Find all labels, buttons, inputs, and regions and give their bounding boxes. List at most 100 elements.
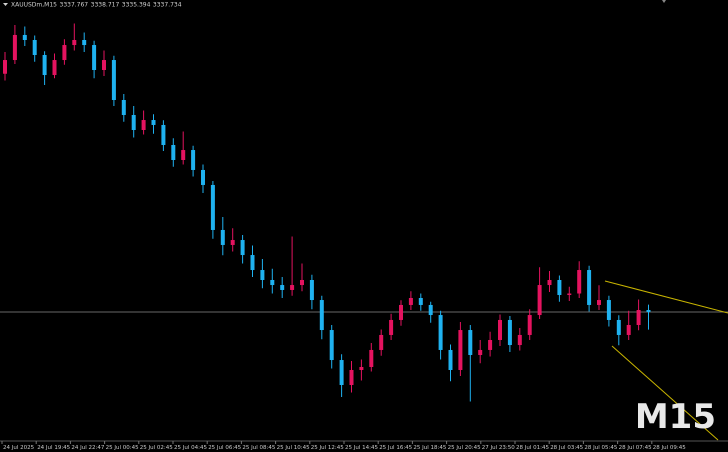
x-tick-label: 25 Jul 08:45 [242, 445, 275, 451]
menu-icon[interactable] [3, 3, 8, 6]
candle-body [42, 55, 47, 76]
candle-body [319, 300, 324, 331]
x-tick-label: 25 Jul 04:45 [174, 445, 207, 451]
candle-body [527, 315, 532, 335]
x-tick-label: 24 Jul 22:47 [71, 445, 104, 451]
x-tick-label: 25 Jul 16:45 [379, 445, 412, 451]
candle-body [517, 334, 522, 346]
candle-body [616, 319, 621, 335]
trendline [604, 280, 728, 314]
candle-body [280, 285, 285, 290]
candle-body [309, 280, 314, 301]
candle-body [121, 100, 126, 115]
candle-body [191, 150, 196, 170]
candle-body [428, 304, 433, 316]
candle-body [389, 319, 394, 335]
candle-body [379, 334, 384, 350]
candle-body [567, 293, 572, 295]
candle-body [210, 184, 215, 230]
candle-body [636, 310, 641, 325]
candle-body [141, 120, 146, 130]
header-close: 3337.734 [153, 2, 182, 9]
x-tick-label: 25 Jul 18:45 [413, 445, 446, 451]
candle-body [270, 280, 275, 286]
x-tick-label: 28 Jul 01:45 [516, 445, 549, 451]
candle-body [250, 255, 255, 271]
candle-body [240, 240, 245, 256]
candle-body [448, 349, 453, 370]
header-symbol: XAUUSDm,M15 [11, 2, 57, 9]
candle-body [151, 120, 156, 125]
x-tick-label: 25 Jul 06:45 [208, 445, 241, 451]
candle-body [3, 60, 7, 74]
x-tick-label: 25 Jul 02:45 [140, 445, 173, 451]
candle-body [349, 370, 354, 385]
candle-body [300, 280, 304, 286]
candle-body [260, 270, 265, 280]
candle-body [220, 229, 225, 245]
candle-body [498, 319, 502, 340]
x-tick-label: 25 Jul 14:45 [345, 445, 378, 451]
candle-body [171, 145, 176, 160]
candle-body [577, 270, 582, 294]
plot [0, 23, 728, 402]
candle-body [72, 40, 77, 46]
candle-body [537, 285, 542, 316]
candle-body [12, 34, 17, 61]
x-tick-label: 28 Jul 07:45 [619, 445, 652, 451]
candle-body [399, 304, 403, 320]
candle-body [339, 360, 344, 385]
x-tick-label: 24 Jul 2025 [3, 445, 35, 451]
candle-body [82, 40, 87, 46]
candle-body [646, 310, 651, 313]
candle-body [507, 319, 512, 346]
trendline [611, 345, 719, 441]
candle-body [359, 367, 364, 370]
candle-body [52, 60, 57, 76]
candle-body [131, 115, 136, 130]
candle-body [161, 124, 166, 145]
candle-body [230, 240, 235, 245]
candle-body [92, 45, 97, 70]
x-tick-label: 28 Jul 09:45 [653, 445, 686, 451]
candle-body [22, 34, 27, 40]
candle-body [587, 270, 592, 305]
candle-body [290, 285, 295, 290]
header: XAUUSDm,M15 3337.767 3338.717 3335.394 3337.… [11, 2, 182, 9]
candle-body [32, 40, 37, 55]
candle-body [201, 169, 205, 185]
candle-body [478, 349, 483, 355]
candle-body [408, 298, 413, 305]
candle-body [626, 325, 631, 335]
x-tick-label: 28 Jul 05:45 [584, 445, 617, 451]
shift-marker [662, 0, 666, 3]
x-tick-label: 25 Jul 00:45 [106, 445, 139, 451]
x-tick-label: 27 Jul 23:50 [482, 445, 515, 451]
header-high: 3338.717 [91, 2, 120, 9]
x-tick-label: 24 Jul 19:45 [37, 445, 70, 451]
header-open: 3337.767 [60, 2, 89, 9]
candle-body [488, 340, 493, 350]
x-tick-label: 25 Jul 10:45 [277, 445, 310, 451]
candle-body [547, 280, 552, 286]
candle-body [468, 330, 473, 355]
candle-body [597, 300, 601, 305]
candle-body [329, 330, 334, 361]
candle-body [181, 150, 186, 160]
x-tick-label: 25 Jul 20:45 [448, 445, 481, 451]
candle-body [102, 60, 106, 70]
x-tick-label: 28 Jul 03:45 [550, 445, 583, 451]
watermark: M15 [635, 397, 716, 437]
candle-body [458, 330, 463, 370]
candle-body [62, 45, 67, 61]
candle-body [438, 315, 443, 350]
candle-body [369, 349, 374, 367]
header-low: 3335.394 [122, 2, 151, 9]
candle-body [111, 60, 116, 100]
candle-body [557, 280, 562, 295]
candle-body [418, 298, 423, 305]
candle-body [606, 300, 611, 320]
x-tick-label: 25 Jul 12:45 [311, 445, 344, 451]
